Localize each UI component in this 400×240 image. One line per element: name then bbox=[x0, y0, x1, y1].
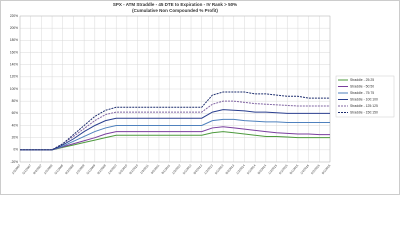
x-tick-label: 5/1/2009 bbox=[86, 163, 97, 175]
x-tick-label: 9/1/2011 bbox=[161, 163, 172, 175]
y-tick-label: 0% bbox=[13, 148, 18, 152]
plot-border bbox=[19, 15, 331, 163]
x-tick-label: 9/1/2015 bbox=[289, 163, 300, 175]
x-tick-label: 9/1/2010 bbox=[128, 163, 139, 175]
legend-label: Straddle - 150:150 bbox=[350, 110, 378, 114]
x-tick-label: 9/4/2012 bbox=[193, 163, 204, 175]
x-tick-label: 5/1/2014 bbox=[246, 163, 257, 175]
x-tick-label: 9/4/2007 bbox=[32, 163, 43, 175]
series-line bbox=[20, 131, 330, 151]
y-tick-label: 80% bbox=[12, 99, 19, 103]
chart-title: SPX - ATM Straddle - 45 DTE to Expiratio… bbox=[113, 2, 237, 7]
y-tick-label: 60% bbox=[12, 111, 19, 115]
x-tick-label: 1/2/2009 bbox=[75, 163, 86, 175]
x-tick-label: 1/3/2011 bbox=[139, 163, 150, 175]
series-line bbox=[20, 91, 330, 151]
x-tick-label: 5/1/2012 bbox=[182, 163, 193, 175]
series-line bbox=[20, 100, 330, 151]
y-tick-label: 160% bbox=[10, 50, 18, 54]
legend-box bbox=[335, 75, 395, 118]
x-tick-label: 5/2/2011 bbox=[150, 163, 161, 175]
y-tick-label: 220% bbox=[10, 14, 18, 18]
chart-subtitle: (Cumulative Non Compounded % Profit) bbox=[132, 8, 218, 13]
x-tick-label: 5/1/2015 bbox=[278, 163, 289, 175]
series-line bbox=[20, 118, 330, 151]
series-line bbox=[20, 109, 330, 151]
x-tick-label: 9/1/2016 bbox=[321, 163, 332, 175]
x-tick-label: 5/1/2008 bbox=[54, 163, 65, 175]
legend-label: Straddle - 125:125 bbox=[350, 104, 378, 108]
x-tick-label: 1/2/2015 bbox=[267, 163, 278, 175]
y-tick-label: 180% bbox=[10, 38, 18, 42]
y-tick-label: 120% bbox=[10, 75, 18, 79]
x-tick-label: 5/2/2016 bbox=[310, 163, 321, 175]
legend-label: Straddle - 75:75 bbox=[350, 91, 374, 95]
x-tick-label: 1/2/2013 bbox=[203, 163, 214, 175]
legend-label: Straddle - 100:100 bbox=[350, 97, 378, 101]
series-line bbox=[20, 126, 330, 151]
x-tick-label: 1/3/2007 bbox=[11, 163, 22, 175]
x-tick-label: 1/4/2010 bbox=[107, 163, 118, 175]
chart: SPX - ATM Straddle - 45 DTE to Expiratio… bbox=[0, 0, 400, 195]
x-tick-label: 1/2/2008 bbox=[43, 163, 54, 175]
x-tick-label: 5/1/2013 bbox=[214, 163, 225, 175]
x-tick-label: 1/2/2014 bbox=[235, 163, 246, 175]
y-tick-label: 20% bbox=[12, 136, 19, 140]
x-tick-label: 5/3/2010 bbox=[118, 163, 129, 175]
x-tick-label: 9/2/2014 bbox=[257, 163, 268, 175]
x-tick-label: 9/3/2013 bbox=[225, 163, 236, 175]
x-tick-label: 9/2/2008 bbox=[64, 163, 75, 175]
x-tick-label: 5/1/2007 bbox=[21, 163, 32, 175]
x-tick-label: 1/3/2012 bbox=[171, 163, 182, 175]
x-tick-label: 1/4/2016 bbox=[299, 163, 310, 175]
y-tick-label: 40% bbox=[12, 123, 19, 127]
y-tick-label: -20% bbox=[11, 160, 19, 164]
y-tick-label: 200% bbox=[10, 26, 18, 30]
legend-label: Straddle - 50:50 bbox=[350, 84, 374, 88]
x-tick-label: 9/1/2009 bbox=[96, 163, 107, 175]
y-tick-label: 100% bbox=[10, 87, 18, 91]
y-tick-label: 140% bbox=[10, 63, 18, 67]
legend-label: Straddle - 25:25 bbox=[350, 78, 374, 82]
